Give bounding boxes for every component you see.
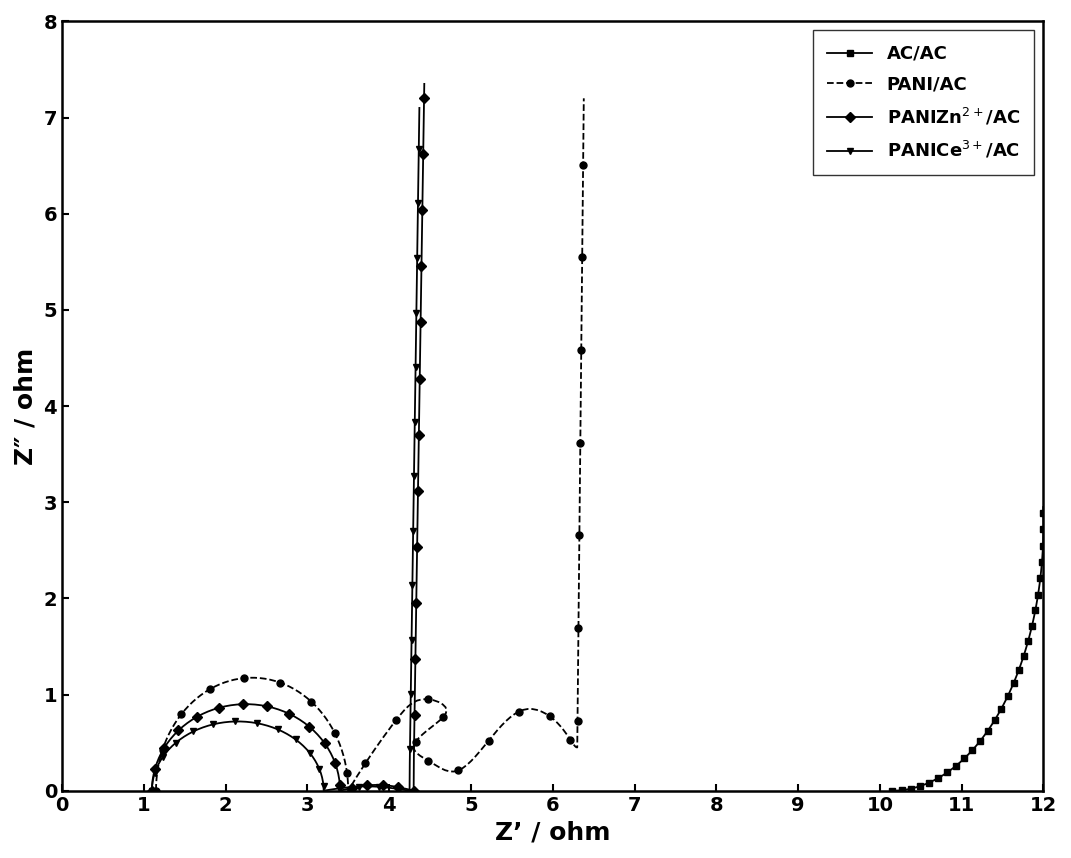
AC/AC [1036, 552, 1049, 562]
Line: AC/AC: AC/AC [889, 504, 1047, 795]
PANIZn$^{2+}$/AC [412, 457, 425, 468]
PANI/AC [342, 774, 355, 784]
PANIZn$^{2+}$/AC [237, 699, 250, 710]
AC/AC [1011, 669, 1024, 680]
PANIZn$^{2+}$/AC [177, 722, 190, 732]
Line: PANI/AC: PANI/AC [152, 95, 587, 795]
AC/AC [986, 719, 999, 729]
PANIZn$^{2+}$/AC [318, 739, 331, 749]
PANICe$^{3+}$/AC [300, 744, 313, 754]
PANI/AC [150, 780, 163, 790]
PANI/AC [355, 764, 367, 775]
PANICe$^{3+}$/AC [404, 716, 417, 727]
PANICe$^{3+}$/AC [408, 403, 421, 414]
AC/AC [886, 786, 899, 796]
AC/AC [1012, 665, 1025, 675]
PANICe$^{3+}$/AC [405, 621, 418, 631]
Legend: AC/AC, PANI/AC, PANIZn$^{2+}$/AC, PANICe$^{3+}$/AC: AC/AC, PANI/AC, PANIZn$^{2+}$/AC, PANICe… [813, 30, 1035, 175]
AC/AC [1037, 502, 1050, 512]
PANI/AC [195, 690, 208, 700]
X-axis label: Z’ / ohm: Z’ / ohm [495, 820, 610, 844]
AC/AC [1017, 650, 1030, 661]
PANICe$^{3+}$/AC [409, 362, 422, 372]
Line: PANICe$^{3+}$/AC: PANICe$^{3+}$/AC [149, 105, 423, 795]
Y-axis label: Z″ / ohm: Z″ / ohm [14, 347, 37, 465]
AC/AC [1022, 636, 1035, 646]
PANI/AC [577, 94, 590, 104]
PANICe$^{3+}$/AC [411, 226, 424, 236]
PANIZn$^{2+}$/AC [412, 430, 425, 440]
PANIZn$^{2+}$/AC [146, 786, 159, 796]
PANI/AC [381, 726, 394, 736]
Line: PANIZn$^{2+}$/AC: PANIZn$^{2+}$/AC [149, 81, 427, 795]
PANIZn$^{2+}$/AC [410, 584, 423, 595]
PANI/AC [576, 172, 589, 183]
PANICe$^{3+}$/AC [146, 786, 159, 796]
PANI/AC [150, 786, 163, 796]
PANIZn$^{2+}$/AC [418, 79, 431, 89]
PANICe$^{3+}$/AC [413, 103, 426, 113]
